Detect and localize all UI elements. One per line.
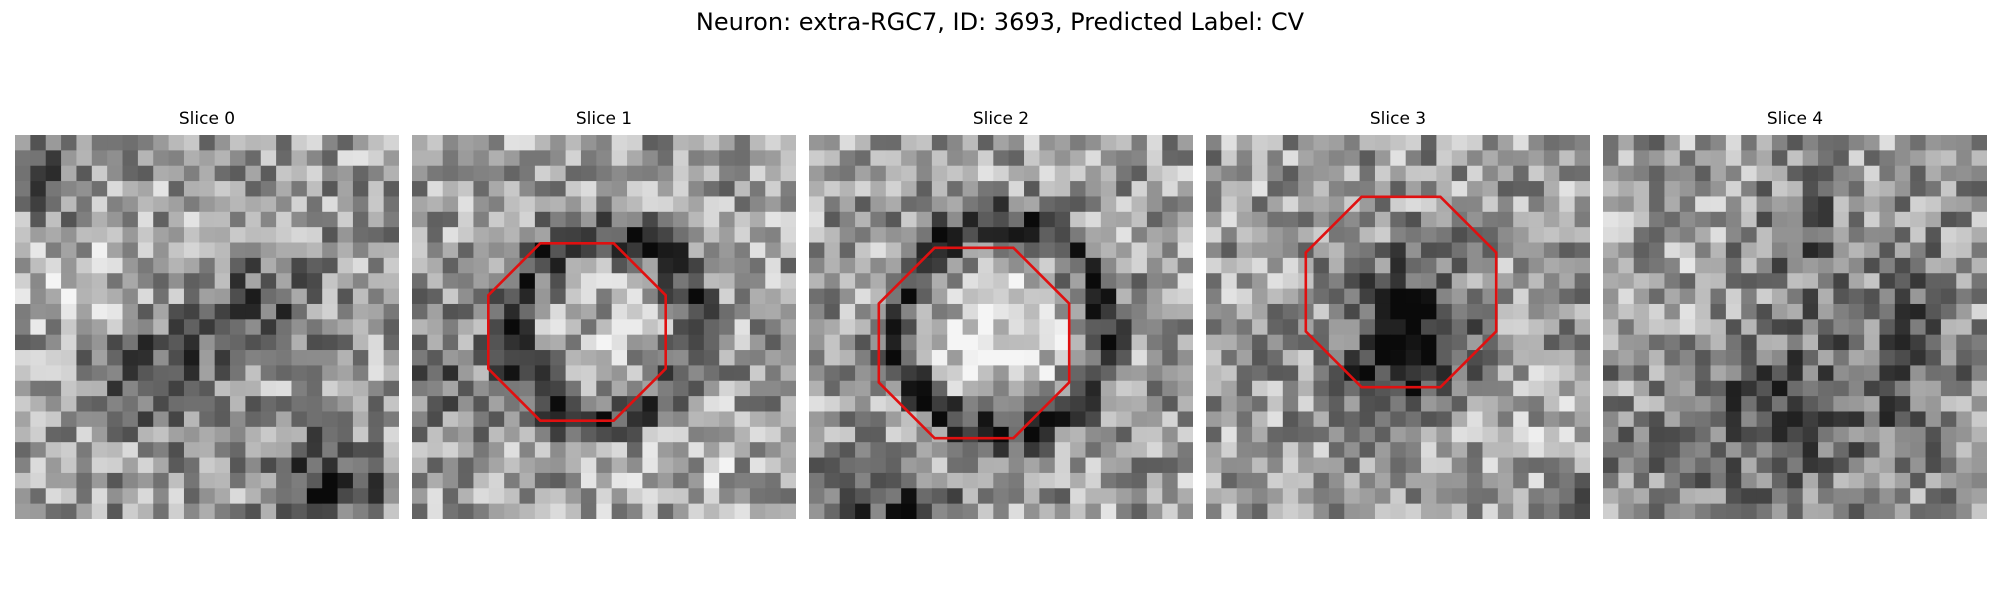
slice-image (412, 135, 796, 519)
figure-title: Neuron: extra-RGC7, ID: 3693, Predicted … (695, 8, 1305, 36)
slice-image (15, 135, 399, 519)
slice-title: Slice 4 (1766, 109, 1824, 129)
slice-title: Slice 0 (178, 109, 236, 129)
slice-image (809, 135, 1193, 519)
slice-title: Slice 1 (575, 109, 633, 129)
roi-octagon-outline (487, 242, 667, 423)
roi-octagon-outline (877, 246, 1071, 440)
slice-image (1206, 135, 1590, 519)
roi-octagon-outline (1304, 195, 1498, 389)
slice-title: Slice 3 (1369, 109, 1427, 129)
slice-image (1603, 135, 1987, 519)
slice-title: Slice 2 (972, 109, 1030, 129)
